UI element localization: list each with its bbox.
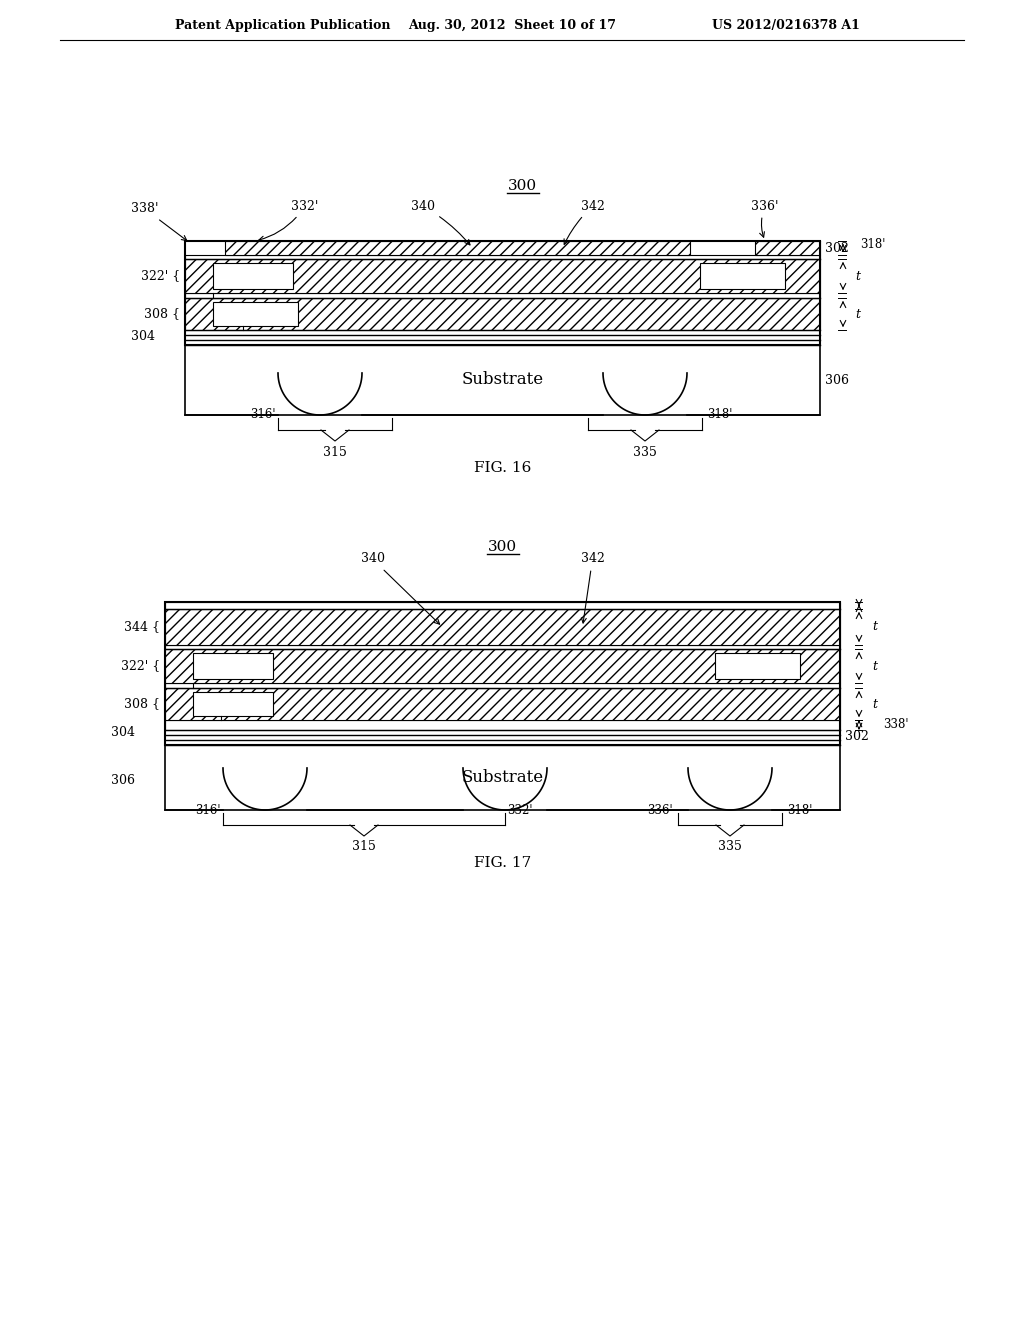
Text: 304: 304 bbox=[131, 330, 155, 343]
Text: 342: 342 bbox=[564, 199, 604, 244]
Bar bbox=[165, 602, 840, 744]
Bar bbox=[213, 263, 293, 289]
Text: Substrate: Substrate bbox=[462, 371, 544, 388]
Bar bbox=[185, 298, 820, 330]
Text: 300: 300 bbox=[488, 540, 517, 554]
Bar bbox=[165, 645, 840, 649]
Text: 340: 340 bbox=[360, 553, 439, 624]
Text: 322' {: 322' { bbox=[121, 660, 160, 672]
Bar bbox=[165, 602, 840, 609]
Bar bbox=[185, 255, 820, 259]
Bar bbox=[165, 688, 840, 719]
Bar bbox=[165, 649, 840, 682]
Text: FIG. 17: FIG. 17 bbox=[474, 855, 531, 870]
Text: 316': 316' bbox=[251, 408, 276, 421]
Text: 336': 336' bbox=[647, 804, 673, 817]
Bar bbox=[185, 259, 820, 293]
Text: t: t bbox=[855, 269, 860, 282]
Text: Patent Application Publication: Patent Application Publication bbox=[175, 18, 390, 32]
Bar bbox=[185, 345, 820, 414]
Bar bbox=[185, 242, 820, 345]
Text: 332': 332' bbox=[259, 199, 318, 242]
Text: t: t bbox=[872, 620, 878, 634]
Text: 318': 318' bbox=[787, 804, 812, 817]
Text: 306: 306 bbox=[825, 374, 849, 387]
Bar bbox=[165, 682, 840, 688]
Text: 302: 302 bbox=[845, 730, 869, 743]
Bar bbox=[193, 653, 273, 678]
Bar bbox=[165, 719, 840, 730]
Text: 344 {: 344 { bbox=[124, 620, 160, 634]
Text: 338': 338' bbox=[883, 718, 908, 731]
Text: 308 {: 308 { bbox=[144, 308, 180, 321]
Text: 340: 340 bbox=[411, 199, 470, 246]
Text: 316': 316' bbox=[196, 804, 221, 817]
Text: 322' {: 322' { bbox=[140, 269, 180, 282]
Text: 308 {: 308 { bbox=[124, 697, 160, 710]
Text: 335: 335 bbox=[633, 446, 657, 458]
Text: t: t bbox=[872, 697, 878, 710]
Bar bbox=[165, 744, 840, 810]
Text: 315: 315 bbox=[323, 446, 347, 458]
Text: 336': 336' bbox=[752, 199, 778, 238]
Text: 342: 342 bbox=[581, 553, 604, 623]
Bar bbox=[193, 692, 273, 715]
Bar bbox=[165, 609, 840, 645]
Text: 335: 335 bbox=[718, 841, 742, 854]
Text: t: t bbox=[855, 308, 860, 321]
Text: 306: 306 bbox=[111, 774, 135, 787]
Text: 318': 318' bbox=[860, 238, 886, 251]
Bar bbox=[700, 263, 785, 289]
Text: 332': 332' bbox=[507, 804, 532, 817]
Text: FIG. 16: FIG. 16 bbox=[474, 461, 531, 475]
Text: 304: 304 bbox=[111, 726, 135, 739]
Text: US 2012/0216378 A1: US 2012/0216378 A1 bbox=[712, 18, 860, 32]
Text: 315: 315 bbox=[352, 841, 376, 854]
Text: 302: 302 bbox=[825, 243, 849, 256]
Bar bbox=[225, 242, 690, 255]
Text: 338': 338' bbox=[131, 202, 186, 240]
Bar bbox=[213, 302, 298, 326]
Text: Substrate: Substrate bbox=[462, 770, 544, 785]
Bar bbox=[185, 293, 820, 298]
Text: Aug. 30, 2012  Sheet 10 of 17: Aug. 30, 2012 Sheet 10 of 17 bbox=[408, 18, 616, 32]
Text: t: t bbox=[872, 660, 878, 672]
Text: 318': 318' bbox=[707, 408, 732, 421]
Bar bbox=[715, 653, 800, 678]
Text: 300: 300 bbox=[508, 180, 537, 193]
Bar bbox=[755, 242, 820, 255]
